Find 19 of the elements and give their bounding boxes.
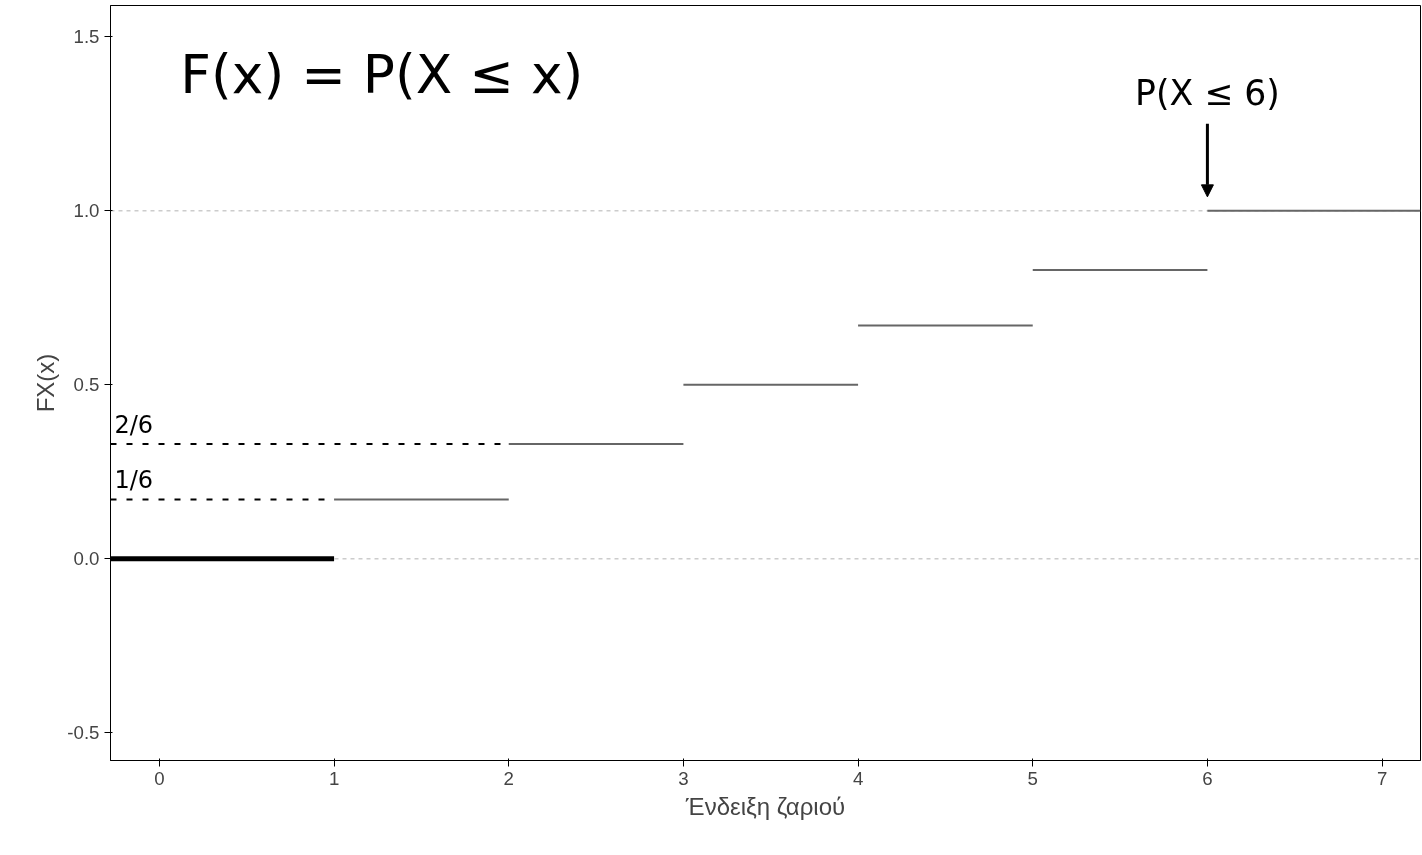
annotation: P(X ≤ 6) [1135, 73, 1280, 114]
y-tick-label: 1.5 [73, 26, 100, 48]
x-tick-label: 2 [503, 767, 514, 789]
annotation: 2/6 [114, 410, 154, 439]
x-axis-title: Ένδειξη ζαριού [684, 792, 846, 820]
y-tick-label: -0.5 [67, 722, 100, 744]
x-tick-label: 3 [678, 767, 689, 789]
y-tick-label: 0.0 [73, 548, 100, 570]
y-tick-label: 1.0 [73, 200, 100, 222]
y-tick-label: 0.5 [73, 374, 100, 396]
x-tick-label: 0 [154, 767, 165, 789]
x-tick-label: 7 [1376, 767, 1388, 789]
x-tick-label: 4 [852, 767, 864, 789]
x-tick-label: 6 [1202, 767, 1213, 789]
x-tick-label: 5 [1027, 767, 1038, 789]
annotation: F(x) = P(X ≤ x) [180, 43, 584, 107]
x-tick-label: 1 [328, 767, 340, 789]
y-axis-title: FX(x) [32, 353, 60, 413]
annotation: 1/6 [114, 466, 154, 495]
